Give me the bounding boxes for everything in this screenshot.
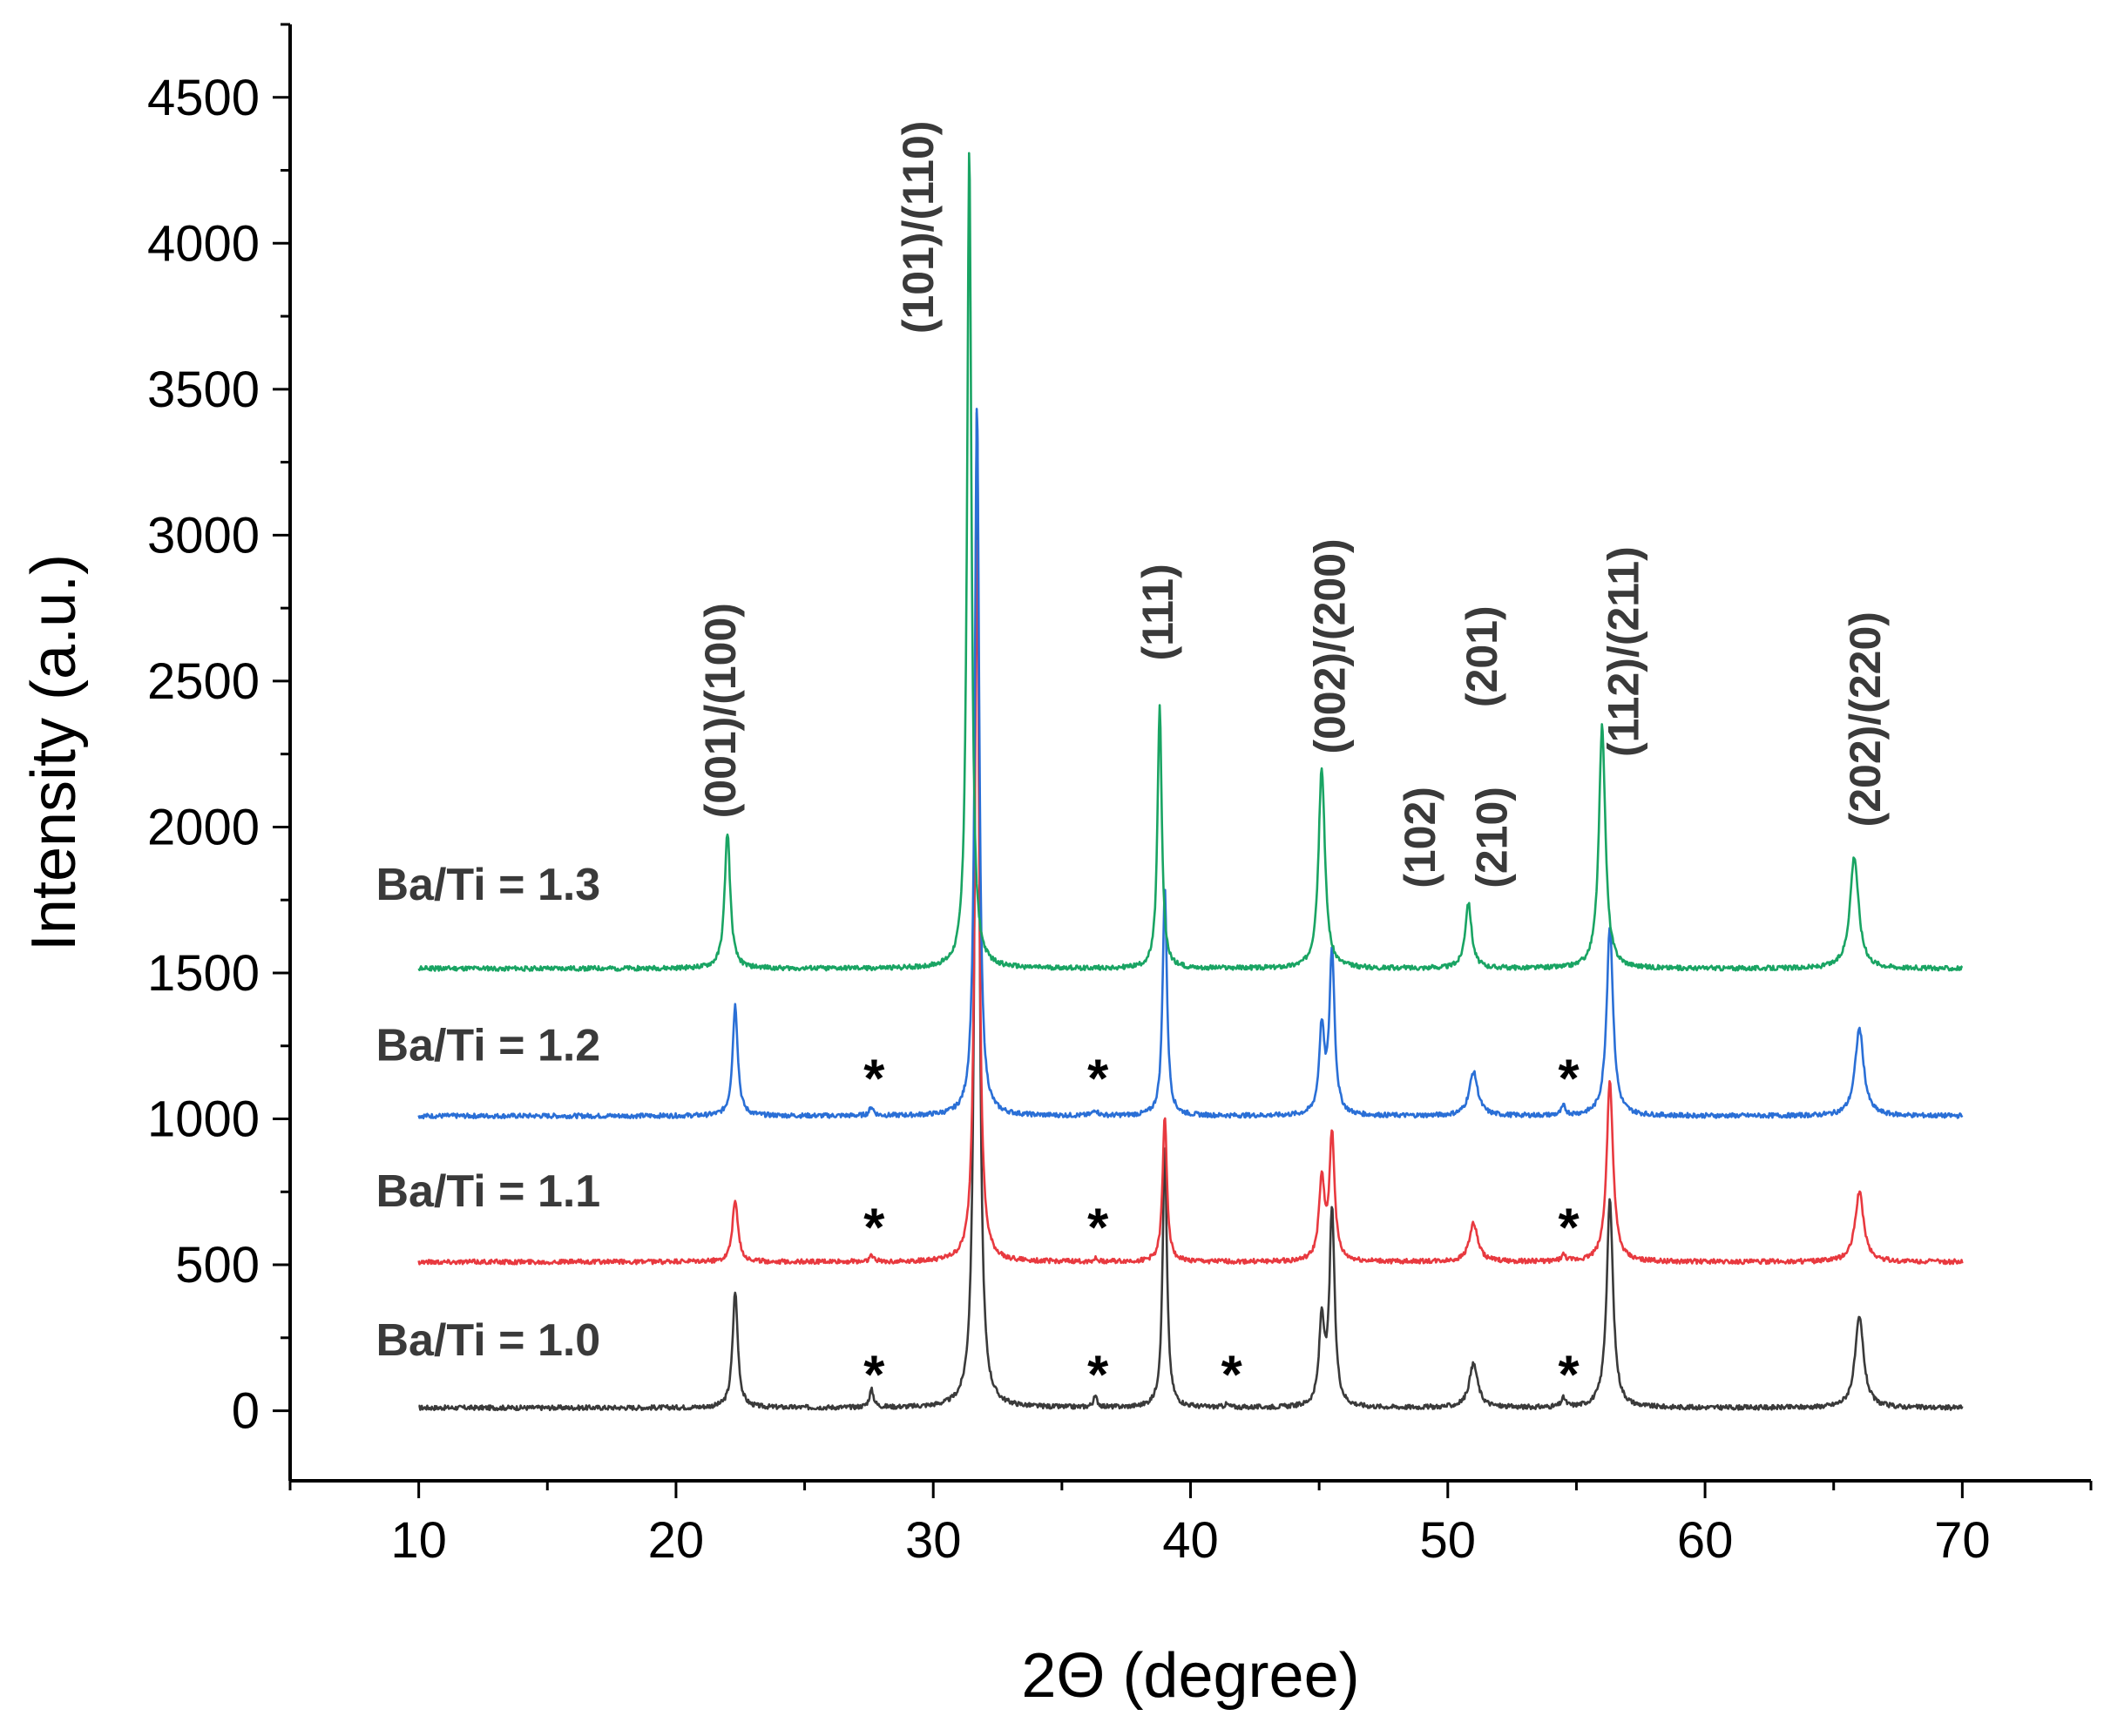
y-tick-label: 3000: [147, 507, 260, 564]
impurity-marker: *: [1558, 1198, 1580, 1258]
y-tick-label: 1000: [147, 1091, 260, 1148]
y-tick-label: 2500: [147, 653, 260, 710]
peak-label: (001)/(100): [696, 603, 745, 818]
series-label: Ba/Ti = 1.0: [375, 1315, 600, 1366]
x-tick-label: 60: [1677, 1512, 1734, 1569]
impurity-marker: *: [1087, 1050, 1109, 1110]
annotations: Ba/Ti = 1.3 Ba/Ti = 1.2 Ba/Ti = 1.1 Ba/Ti =…: [375, 121, 1889, 1406]
y-tick-label: 4000: [147, 215, 260, 272]
series-line: [417, 539, 1964, 1266]
series-line: [417, 408, 1964, 1120]
y-axis-ticks: 0 500 1000 1500 2000 2500 3000 3500 4000 4500: [147, 23, 290, 1440]
x-tick-label: 30: [905, 1512, 962, 1569]
x-tick-label: 50: [1420, 1512, 1477, 1569]
series-line: [418, 411, 1964, 1412]
x-axis-ticks: 10 20 30 40 50 60 70: [288, 1481, 2093, 1569]
x-tick-label: 40: [1162, 1512, 1219, 1569]
series-line: [417, 152, 1964, 972]
series-label: Ba/Ti = 1.1: [375, 1166, 600, 1217]
peak-label: (002)/(200): [1306, 538, 1355, 753]
impurity-marker: *: [863, 1198, 885, 1258]
x-tick-label: 20: [648, 1512, 705, 1569]
peak-label: (112)/(211): [1599, 546, 1647, 757]
x-tick-label: 10: [390, 1512, 447, 1569]
series-group: [417, 152, 1964, 1412]
peak-label: (101)/(110): [894, 121, 943, 334]
impurity-marker: *: [1087, 1198, 1109, 1258]
series-label: Ba/Ti = 1.2: [375, 1020, 600, 1071]
peak-label: (202)/(220): [1841, 611, 1890, 827]
x-axis-title: 2Θ (degree): [1021, 1641, 1359, 1711]
impurity-marker: *: [863, 1346, 885, 1406]
peak-label: (111): [1133, 564, 1182, 660]
impurity-marker: *: [1558, 1346, 1580, 1406]
series-label: Ba/Ti = 1.3: [375, 860, 600, 910]
impurity-marker: *: [1221, 1346, 1243, 1406]
peak-label: (201): [1458, 605, 1506, 707]
impurity-marker: *: [1558, 1050, 1580, 1110]
impurity-marker: *: [1087, 1346, 1109, 1406]
y-tick-label: 2000: [147, 799, 260, 855]
impurity-marker: *: [863, 1050, 885, 1110]
peak-label: (102): [1396, 787, 1444, 888]
y-tick-label: 500: [175, 1237, 260, 1294]
y-tick-label: 4500: [147, 70, 260, 126]
y-tick-label: 0: [232, 1383, 260, 1440]
y-axis-title: Intensity (a.u.): [19, 554, 89, 951]
y-tick-label: 1500: [147, 945, 260, 1002]
peak-label: (210): [1468, 787, 1517, 888]
y-tick-label: 3500: [147, 361, 260, 418]
x-tick-label: 70: [1934, 1512, 1991, 1569]
